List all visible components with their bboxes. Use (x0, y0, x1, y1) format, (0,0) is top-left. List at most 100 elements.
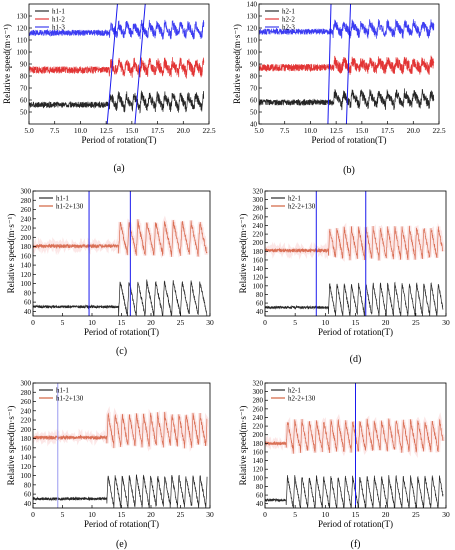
series-line-h1-1 (29, 90, 205, 114)
y-axis-label: Relative speed(m·s⁻¹) (238, 214, 248, 294)
x-tick-label: 12.5 (100, 126, 113, 135)
plot-area (29, 4, 205, 124)
x-tick-label: 5 (293, 510, 297, 519)
y-tick-label: 200 (253, 431, 264, 439)
y-tick-label: 180 (21, 435, 32, 443)
y-tick-label: 40 (256, 500, 264, 508)
x-tick-label: 15.0 (355, 126, 368, 135)
x-tick-label: 10 (322, 510, 330, 519)
y-tick-label: 100 (21, 280, 32, 288)
y-tick-label: 320 (253, 380, 264, 388)
y-tick-label: 140 (253, 265, 264, 273)
y-tick-label: 80 (256, 291, 264, 299)
x-tick-label: 15.0 (125, 126, 138, 135)
y-tick-label: 220 (21, 417, 32, 425)
y-tick-label: 240 (21, 215, 32, 223)
y-tick-label: 90 (20, 61, 28, 69)
y-axis-label: Relative speed(m·s⁻¹) (6, 406, 16, 486)
x-tick-label: 20 (382, 318, 390, 327)
y-axis-label: Relative speed(m·s⁻¹) (232, 24, 242, 104)
x-tick-label: 0 (31, 510, 35, 519)
panel-d: 0 5 10 15 20 25 304060801001201401601802002202… (238, 188, 450, 366)
panel-caption: (f) (351, 539, 361, 550)
y-tick-label: 120 (253, 274, 264, 282)
y-tick-label: 80 (20, 73, 28, 81)
marker-line-2 (134, 4, 146, 124)
x-tick-label: 10.0 (304, 126, 317, 135)
y-axis-label: Relative speed(m·s⁻¹) (238, 406, 248, 486)
panel-a: 5.0 7.5 10.0 12.5 15.0 17.5 20.0 22.5 50 60 70 80 90… (2, 3, 216, 174)
y-tick-label: 240 (253, 222, 264, 230)
legend-label-h2-1: h2-1 (288, 387, 301, 395)
x-tick-label: 30 (442, 318, 450, 327)
series-band-h2-2+130 (265, 222, 445, 262)
y-tick-label: 180 (253, 440, 264, 448)
y-axis-label: Relative speed(m·s⁻¹) (2, 24, 12, 104)
x-tick-label: 20 (147, 510, 155, 519)
y-tick-label: 100 (253, 282, 264, 290)
y-tick-label: 60 (256, 492, 264, 500)
panel-b: 5.0 7.5 10.0 12.5 15.0 17.5 20.0 22.5 40 50 60 70 80… (232, 1, 446, 177)
series-line-h1-2+130 (33, 411, 208, 449)
y-tick-label: 220 (253, 231, 264, 239)
y-tick-label: 100 (17, 49, 28, 57)
y-tick-label: 40 (24, 308, 32, 316)
y-tick-label: 40 (250, 121, 258, 129)
x-axis-label: Period of rotation(T) (84, 327, 159, 337)
y-tick-label: 160 (253, 448, 264, 456)
y-tick-label: 160 (253, 256, 264, 264)
y-tick-label: 240 (21, 407, 32, 415)
legend-label-h2-2+130: h2-2+130 (288, 395, 316, 403)
series-line-h2-2 (259, 55, 435, 75)
legend-label-h1-1: h1-1 (52, 8, 65, 16)
x-tick-label: 7.5 (280, 126, 290, 135)
y-tick-label: 300 (21, 188, 32, 196)
marker-line-2 (345, 4, 352, 124)
series-line-h1-2+130 (33, 219, 208, 257)
x-tick-label: 22.5 (202, 126, 215, 135)
y-tick-label: 120 (21, 271, 32, 279)
legend-label-h2-2: h2-2 (282, 16, 295, 24)
y-tick-label: 40 (256, 308, 264, 316)
y-tick-label: 80 (24, 289, 32, 297)
x-tick-label: 25 (177, 510, 185, 519)
legend-label-h2-2+130: h2-2+130 (288, 203, 316, 211)
x-tick-label: 25 (412, 510, 420, 519)
x-tick-label: 5.0 (254, 126, 264, 135)
x-tick-label: 17.5 (151, 126, 164, 135)
x-tick-label: 20 (147, 318, 155, 327)
y-tick-label: 200 (21, 426, 32, 434)
y-tick-label: 140 (247, 1, 258, 9)
series-line-h2-1 (259, 88, 435, 111)
x-axis-label: Period of rotation(T) (84, 519, 159, 529)
plot-area (265, 383, 445, 508)
x-axis-label: Period of rotation(T) (82, 135, 157, 145)
y-tick-label: 140 (253, 457, 264, 465)
y-tick-label: 280 (21, 197, 32, 205)
x-tick-label: 0 (263, 510, 267, 519)
x-tick-label: 20 (382, 510, 390, 519)
y-tick-label: 200 (21, 234, 32, 242)
y-tick-label: 80 (256, 483, 264, 491)
plot-area (33, 191, 209, 316)
y-tick-label: 50 (250, 109, 258, 117)
legend-label-h1-2+130: h1-2+130 (56, 203, 84, 211)
y-tick-label: 140 (21, 454, 32, 462)
x-tick-label: 17.5 (381, 126, 394, 135)
y-tick-label: 120 (253, 466, 264, 474)
y-tick-label: 110 (17, 37, 28, 45)
y-tick-label: 300 (253, 196, 264, 204)
y-tick-label: 300 (21, 380, 32, 388)
legend-label-h2-1: h2-1 (282, 8, 295, 16)
y-tick-label: 180 (253, 248, 264, 256)
y-tick-label: 260 (253, 213, 264, 221)
y-tick-label: 60 (24, 491, 32, 499)
y-tick-label: 240 (253, 414, 264, 422)
y-tick-label: 70 (20, 85, 28, 93)
x-tick-label: 10 (88, 510, 96, 519)
y-tick-label: 260 (21, 206, 32, 214)
legend-label-h1-2+130: h1-2+130 (56, 395, 84, 403)
series-line-h2-1 (265, 474, 444, 508)
